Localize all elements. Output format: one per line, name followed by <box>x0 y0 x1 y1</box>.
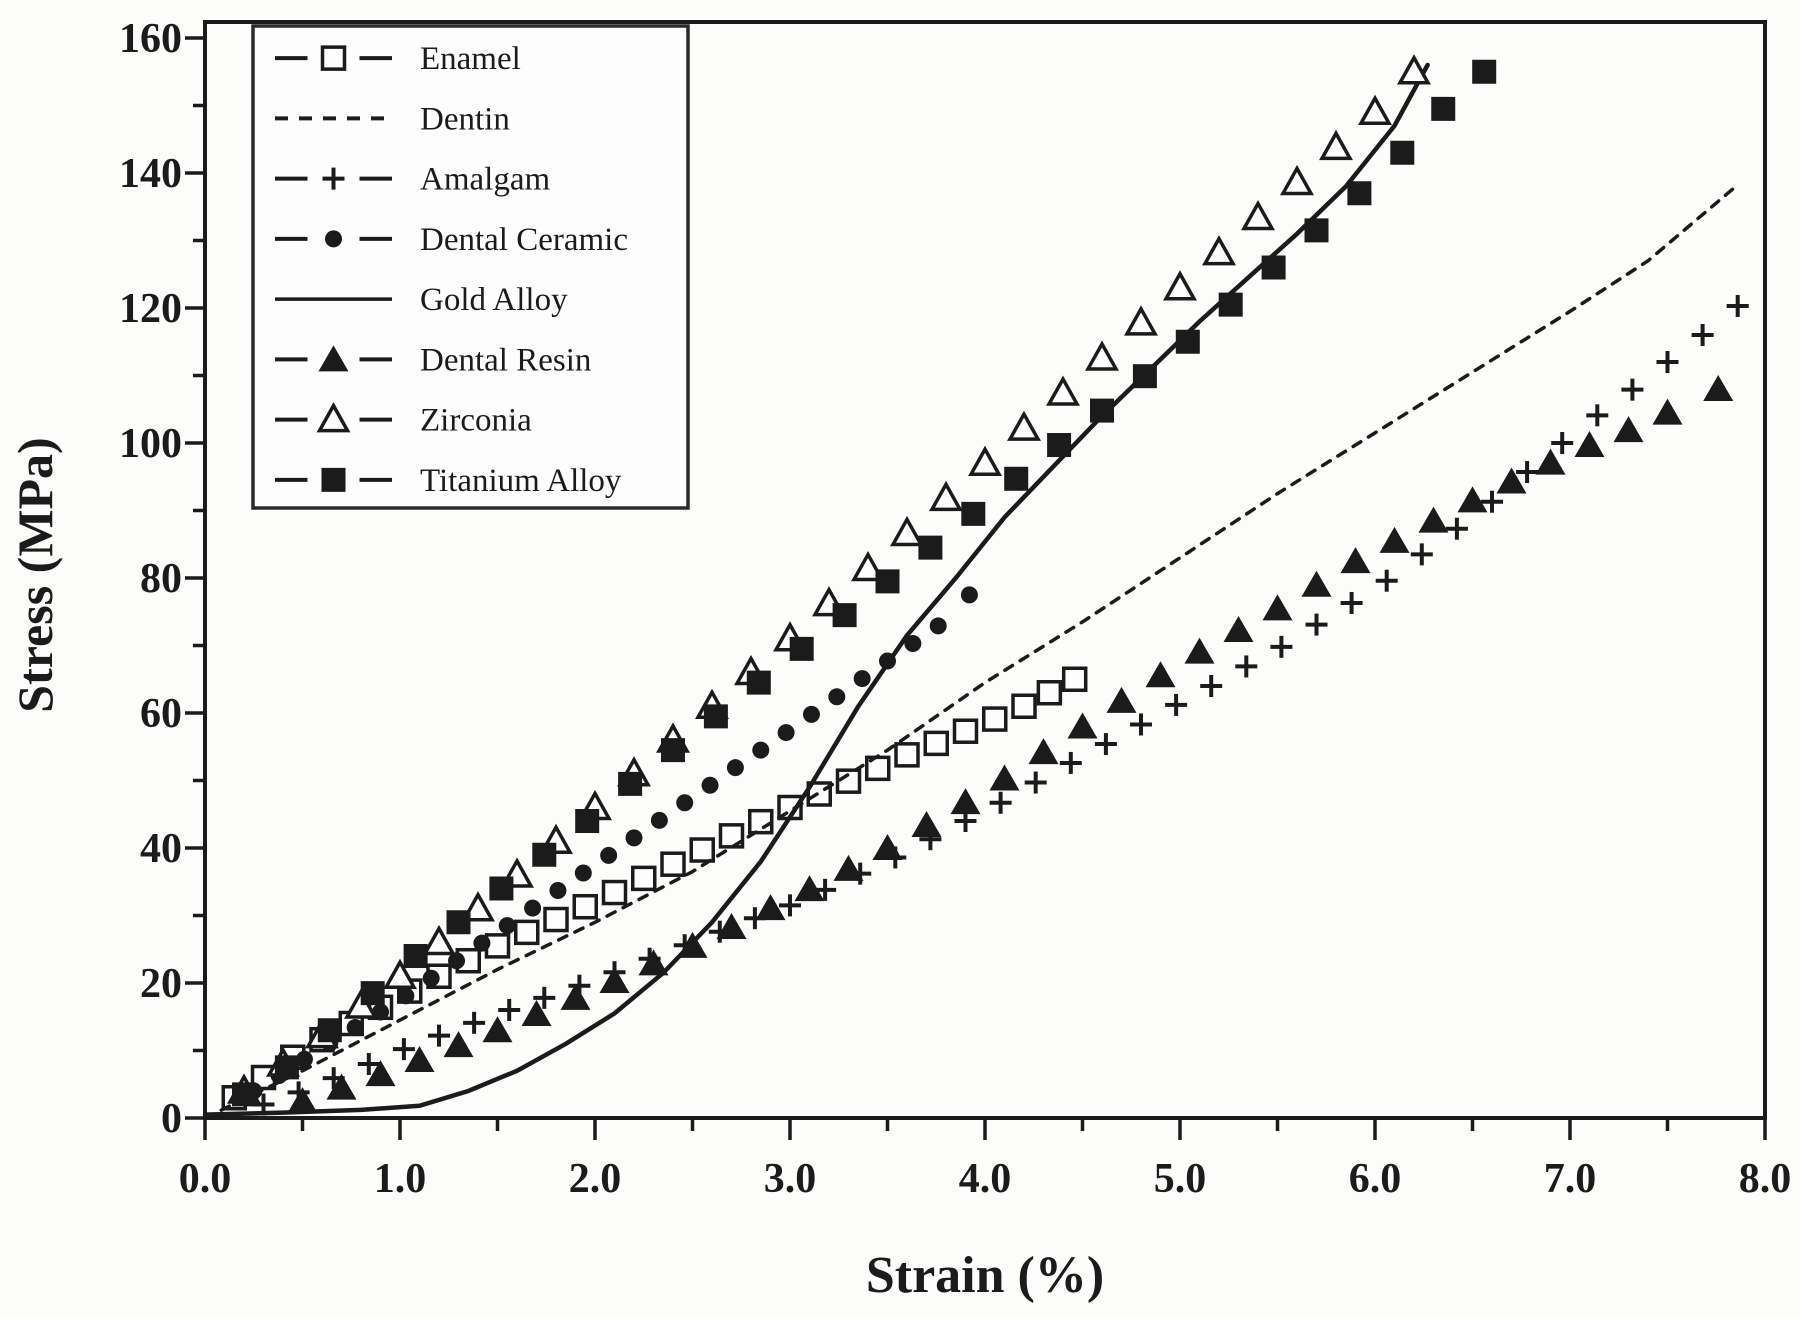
svg-text:80: 80 <box>140 556 182 602</box>
series-dental-resin <box>287 375 1734 1114</box>
series-enamel <box>221 666 1088 1111</box>
series-gold-alloy <box>202 62 1430 1117</box>
svg-text:60: 60 <box>140 691 182 737</box>
legend-label-enamel: Enamel <box>420 41 521 77</box>
svg-text:1.0: 1.0 <box>374 1156 427 1202</box>
svg-text:6.0: 6.0 <box>1349 1156 1402 1202</box>
legend-item-dentin: Dentin <box>275 101 510 137</box>
legend-item-enamel: Enamel <box>275 41 521 77</box>
x-axis-title: Strain (%) <box>866 1247 1104 1304</box>
legend-item-titanium-alloy: Titanium Alloy <box>275 463 622 499</box>
legend-item-zirconia: Zirconia <box>275 402 532 439</box>
y-tick-labels: 0 20 40 60 80 100 120 140 160 <box>119 16 182 1142</box>
legend-label-dental-resin: Dental Resin <box>420 342 591 378</box>
svg-text:140: 140 <box>119 151 182 197</box>
legend: Enamel Dentin Amalgam Dental Ceramic Gold Al… <box>251 24 690 510</box>
svg-text:20: 20 <box>140 961 182 1007</box>
svg-text:0: 0 <box>161 1096 182 1142</box>
series-dental-ceramic <box>245 586 978 1100</box>
legend-item-gold-alloy: Gold Alloy <box>275 282 568 318</box>
svg-text:120: 120 <box>119 286 182 332</box>
series-dentin <box>203 184 1738 1120</box>
svg-text:5.0: 5.0 <box>1154 1156 1207 1202</box>
legend-item-dental-ceramic: Dental Ceramic <box>275 222 628 258</box>
svg-text:4.0: 4.0 <box>959 1156 1012 1202</box>
legend-label-zirconia: Zirconia <box>420 403 532 439</box>
legend-label-gold-alloy: Gold Alloy <box>420 282 568 318</box>
chart-root: 0 20 40 60 80 100 120 140 160 0.0 1.0 2.0 3.0 4.0 5.0 6… <box>119 16 1791 1202</box>
svg-text:40: 40 <box>140 826 182 872</box>
x-tick-labels: 0.0 1.0 2.0 3.0 4.0 5.0 6.0 7.0 8.0 <box>179 1156 1792 1202</box>
axis-ticks <box>185 36 1767 1140</box>
legend-label-titanium-alloy: Titanium Alloy <box>420 463 622 499</box>
legend-label-dentin: Dentin <box>420 101 510 137</box>
legend-label-dental-ceramic: Dental Ceramic <box>420 222 628 258</box>
series-titanium-alloy <box>232 59 1497 1107</box>
legend-item-amalgam: Amalgam <box>275 162 550 198</box>
svg-text:160: 160 <box>119 16 182 62</box>
svg-text:2.0: 2.0 <box>569 1156 622 1202</box>
y-axis-title: Stress (MPa) <box>7 437 63 712</box>
series-amalgam <box>252 294 1749 1116</box>
legend-label-amalgam: Amalgam <box>420 162 550 198</box>
svg-text:100: 100 <box>119 421 182 467</box>
svg-text:0.0: 0.0 <box>179 1156 232 1202</box>
svg-text:7.0: 7.0 <box>1544 1156 1597 1202</box>
svg-text:8.0: 8.0 <box>1739 1156 1792 1202</box>
legend-item-dental-resin: Dental Resin <box>275 342 591 378</box>
svg-text:3.0: 3.0 <box>764 1156 817 1202</box>
